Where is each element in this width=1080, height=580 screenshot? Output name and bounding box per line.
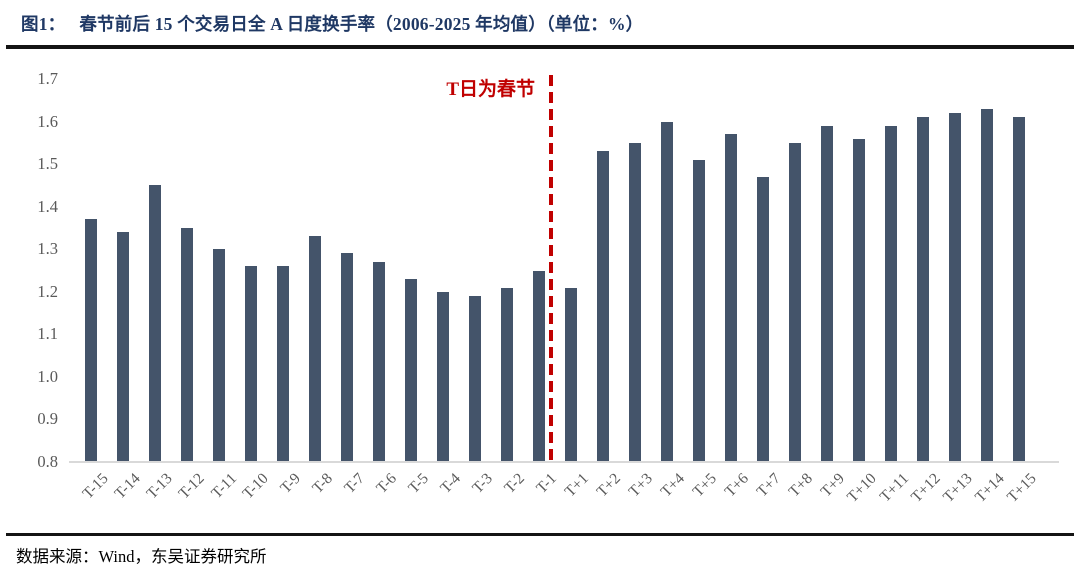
figure-title: 图1： 春节前后 15 个交易日全 A 日度换手率（2006-2025 年均值）（… (21, 11, 1060, 36)
x-label-T-7: T-7 (341, 470, 369, 497)
bar-T+3 (629, 142, 641, 462)
x-label-T-3: T-3 (469, 470, 497, 497)
x-label-T+5: T+5 (689, 470, 721, 501)
bar-T-3 (469, 296, 481, 462)
x-label-T+15: T+15 (1004, 470, 1041, 506)
x-label-T-15: T-15 (79, 470, 113, 503)
x-label-T+9: T+9 (817, 470, 849, 501)
bar-T+7 (757, 176, 769, 462)
y-tick-1.2: 1.2 (37, 281, 58, 301)
x-label-T-2: T-2 (501, 470, 529, 497)
bar-T-15 (85, 219, 97, 462)
bar-T-14 (117, 232, 129, 462)
bar-T-6 (373, 261, 385, 462)
bar-T+6 (725, 134, 737, 462)
y-tick-0.8: 0.8 (37, 452, 58, 471)
figure-number-label: 图1： (21, 14, 66, 34)
x-label-T-8: T-8 (309, 470, 337, 497)
x-label-T-13: T-13 (143, 470, 177, 503)
x-label-T+12: T+12 (908, 470, 945, 506)
x-label-T-14: T-14 (111, 470, 145, 503)
spring-festival-annotation: T日为春节 (446, 79, 535, 100)
bar-T+4 (661, 121, 673, 462)
y-tick-1.3: 1.3 (37, 239, 58, 259)
bar-T-12 (181, 227, 193, 462)
y-tick-1.4: 1.4 (37, 196, 58, 216)
x-label-T+1: T+1 (561, 470, 593, 501)
bar-T-11 (213, 249, 225, 462)
x-label-T+4: T+4 (657, 470, 689, 501)
x-label-T-9: T-9 (277, 470, 305, 497)
x-label-T+8: T+8 (785, 470, 817, 501)
y-tick-1.6: 1.6 (37, 111, 58, 131)
bar-T-5 (405, 279, 417, 462)
x-label-T+7: T+7 (753, 470, 785, 501)
x-label-T-5: T-5 (405, 470, 433, 497)
data-source-note: 数据来源：Wind，东吴证券研究所 (16, 547, 267, 566)
x-label-T-11: T-11 (208, 470, 241, 502)
x-label-T-6: T-6 (373, 470, 401, 497)
x-label-T+2: T+2 (593, 470, 625, 501)
x-label-T-10: T-10 (239, 470, 273, 503)
x-label-T+11: T+11 (876, 470, 913, 506)
bar-T-10 (245, 266, 257, 462)
footer-divider-line (6, 533, 1074, 536)
bar-T+11 (885, 125, 897, 462)
x-label-T-1: T-1 (533, 470, 561, 497)
x-label-T+6: T+6 (721, 470, 753, 501)
title-divider-line (6, 45, 1074, 49)
bar-T+1 (565, 287, 577, 462)
x-label-T-12: T-12 (175, 470, 209, 503)
x-axis-line (69, 461, 1059, 463)
bar-T-9 (277, 266, 289, 462)
bar-T-7 (341, 253, 353, 462)
bar-T-2 (501, 287, 513, 462)
bar-T+9 (821, 125, 833, 462)
x-label-T+13: T+13 (940, 470, 977, 506)
y-tick-0.9: 0.9 (37, 409, 58, 429)
x-label-T+14: T+14 (972, 470, 1009, 506)
turnover-bar-chart: T日为春节 1.7 1.6 1.5 1.4 1.3 1.2 1.1 1.0 0.9 0.8 T-15… (0, 49, 1080, 533)
figure-title-text: 春节前后 15 个交易日全 A 日度换手率（2006-2025 年均值）（单位：… (79, 14, 644, 34)
bar-T-1 (533, 270, 545, 462)
bar-T+8 (789, 142, 801, 462)
x-label-T+10: T+10 (844, 470, 881, 506)
y-tick-1.7: 1.7 (37, 69, 58, 88)
bar-T+13 (949, 113, 961, 462)
y-tick-1.5: 1.5 (37, 154, 58, 174)
x-label-T+3: T+3 (625, 470, 657, 501)
y-tick-1.1: 1.1 (37, 324, 58, 344)
bar-T-8 (309, 236, 321, 462)
bar-T+15 (1013, 117, 1025, 462)
y-tick-1.0: 1.0 (37, 366, 58, 386)
bar-T+14 (981, 108, 993, 462)
bar-T+10 (853, 138, 865, 462)
bar-T+2 (597, 151, 609, 462)
bar-T+5 (693, 159, 705, 462)
x-label-T-4: T-4 (437, 470, 465, 497)
bar-T-13 (149, 185, 161, 462)
spring-festival-divider-line (549, 75, 553, 462)
bar-T+12 (917, 117, 929, 462)
bar-T-4 (437, 291, 449, 462)
